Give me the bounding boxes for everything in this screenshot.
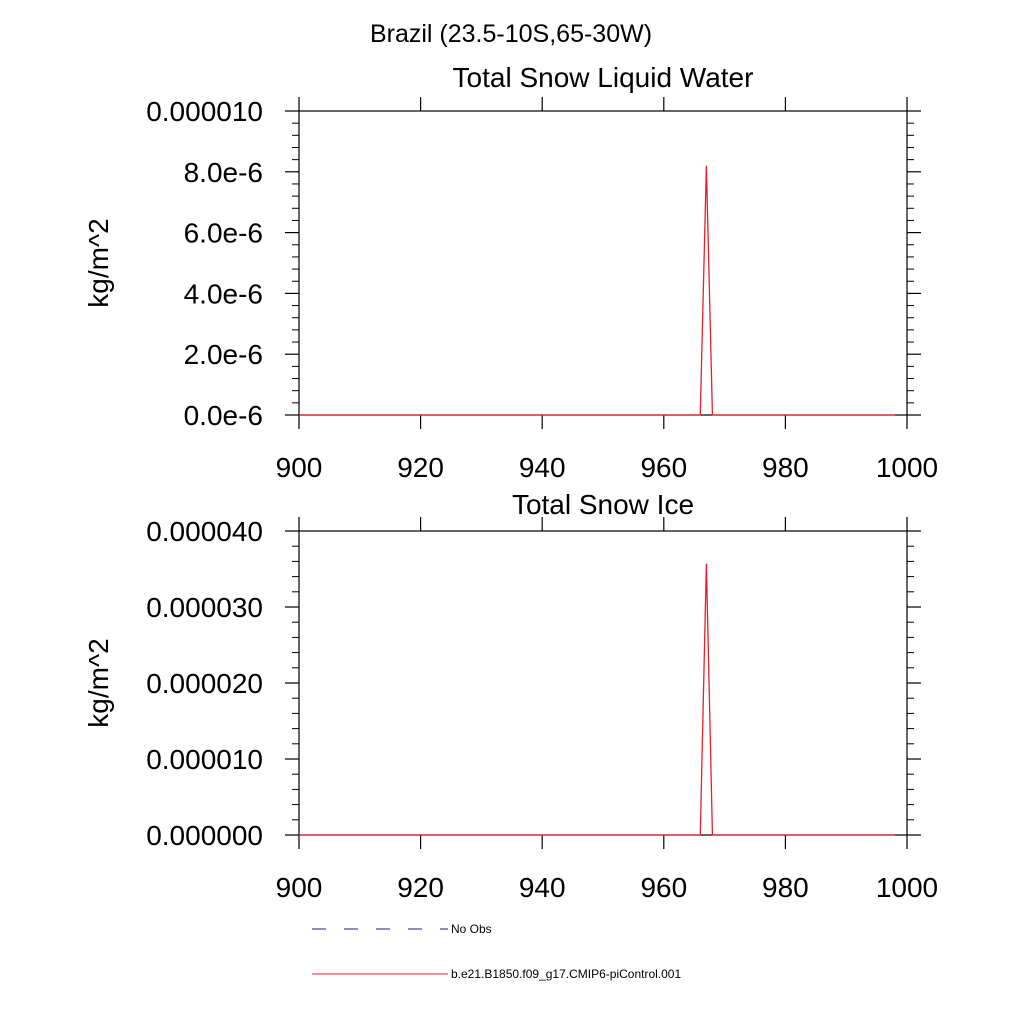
- legend-label: No Obs: [451, 922, 492, 936]
- x-tick-label: 920: [397, 452, 444, 483]
- y-tick-label: 0.000000: [146, 820, 263, 851]
- plot-frame: [298, 530, 908, 836]
- y-tick-label: 4.0e-6: [184, 278, 263, 309]
- y-tick-label: 0.0e-6: [184, 400, 263, 431]
- y-tick-label: 0.000040: [146, 516, 263, 547]
- x-tick-label: 900: [276, 452, 323, 483]
- plot-frame: [298, 110, 908, 416]
- chart-panel-2: Total Snow Ice 0.000000 0.000010 0.000020 0.…: [83, 489, 938, 903]
- y-axis-label: kg/m^2: [83, 218, 114, 307]
- page-title: Brazil (23.5-10S,65-30W): [370, 20, 652, 48]
- y-tick-label: 0.000010: [146, 744, 263, 775]
- x-tick-label: 980: [762, 452, 809, 483]
- chart-title: Total Snow Liquid Water: [453, 62, 754, 93]
- x-tick-label: 900: [276, 872, 323, 903]
- x-tick-label: 1000: [876, 872, 938, 903]
- chart-title: Total Snow Ice: [512, 489, 694, 520]
- y-axis-label: kg/m^2: [83, 638, 114, 727]
- series-line-1: [299, 165, 895, 416]
- y-tick-label: 8.0e-6: [184, 157, 263, 188]
- chart-panels: Total Snow Liquid Water 0.0e-6 2.0e-6 4.0e-…: [83, 62, 938, 903]
- x-tick-label: 960: [640, 452, 687, 483]
- x-tick-label: 940: [519, 872, 566, 903]
- legend-entry-1: No Obs: [312, 922, 492, 936]
- y-tick-label: 6.0e-6: [184, 218, 263, 249]
- y-tick-label: 0.000020: [146, 668, 263, 699]
- x-tick-label: 960: [640, 872, 687, 903]
- y-tick-label: 2.0e-6: [184, 339, 263, 370]
- legend: No Obs b.e21.B1850.f09_g17.CMIP6-piContro…: [312, 922, 681, 981]
- y-tick-label: 0.000030: [146, 592, 263, 623]
- chart-panel-1: Total Snow Liquid Water 0.0e-6 2.0e-6 4.0e-…: [83, 62, 938, 483]
- x-tick-label: 980: [762, 872, 809, 903]
- x-tick-label: 920: [397, 872, 444, 903]
- x-tick-label: 940: [519, 452, 566, 483]
- x-tick-label: 1000: [876, 452, 938, 483]
- y-tick-label: 0.000010: [146, 96, 263, 127]
- legend-label: b.e21.B1850.f09_g17.CMIP6-piControl.001: [451, 967, 681, 981]
- series-line-1: [299, 563, 895, 836]
- legend-entry-2: b.e21.B1850.f09_g17.CMIP6-piControl.001: [312, 967, 681, 981]
